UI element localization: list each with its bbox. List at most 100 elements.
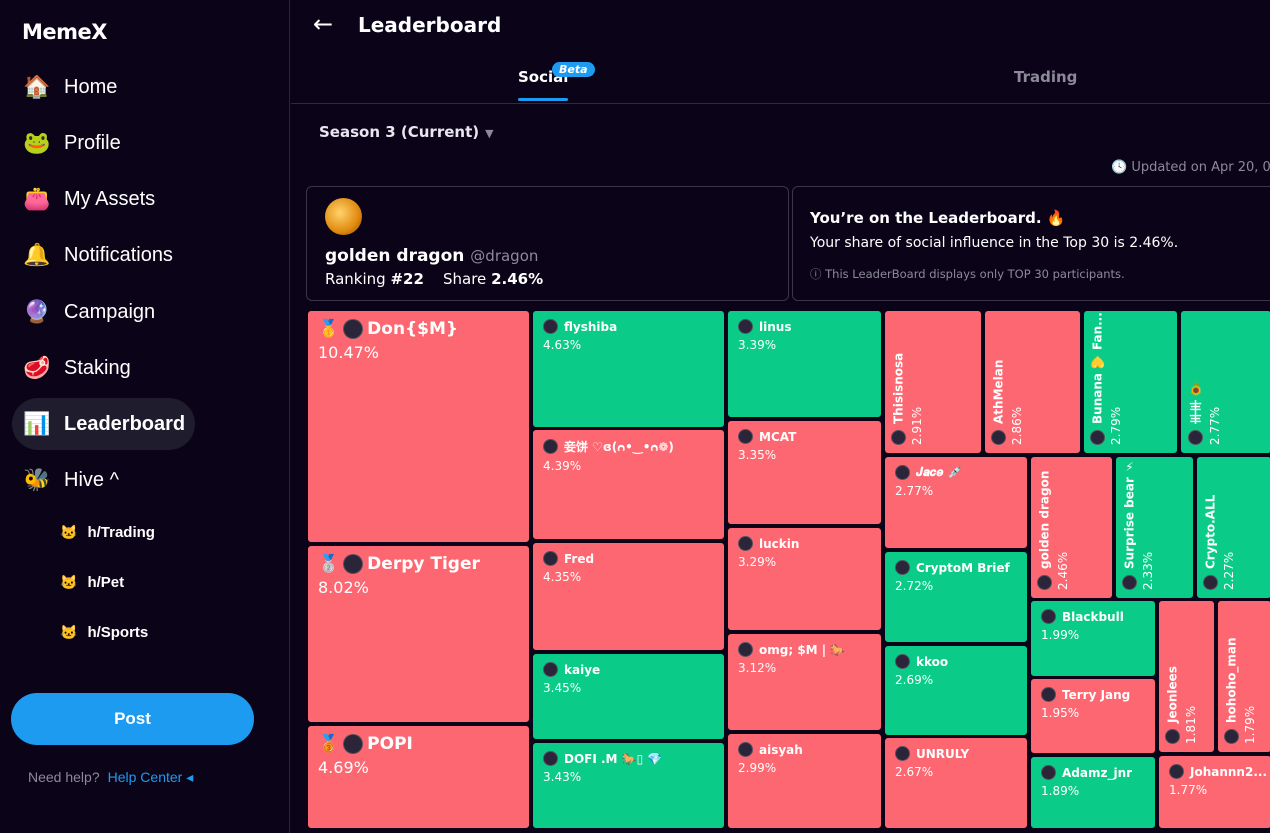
tile-name-text: DOFI .M 🐎▯ 💎 [564, 751, 663, 766]
leaderboard-tile[interactable]: luckin 3.29% [727, 527, 882, 631]
user-name-row: golden dragon @dragon [325, 246, 538, 266]
hive-pet[interactable]: 🐱 h/Pet [60, 574, 124, 591]
leaderboard-tile[interactable]: 丰丰 🌻 2.77% [1180, 310, 1270, 454]
nav-campaign[interactable]: 🔮 Campaign [12, 286, 165, 338]
leaderboard-tile[interactable]: linus 3.39% [727, 310, 882, 418]
rank-row: Ranking #22 Share 2.46% [325, 270, 543, 288]
leaderboard-tile[interactable]: 𝑱𝒂𝒄𝒆 💉 2.77% [884, 456, 1028, 549]
tile-name-text: kkoo [916, 654, 949, 669]
avatar [543, 439, 558, 454]
leaderboard-tile[interactable]: Surprise bear ⚡ 2.33% [1115, 456, 1194, 599]
avatar [1224, 729, 1239, 744]
leaderboard-tile[interactable]: kaiye 3.45% [532, 653, 725, 740]
nav-notifications[interactable]: 🔔 Notifications [12, 229, 183, 281]
leaderboard-tile[interactable]: 🥈 Derpy Tiger 8.02% [307, 545, 530, 723]
tile-share: 2.99% [738, 761, 777, 775]
avatar [738, 429, 753, 444]
tile-name: Fred [543, 551, 714, 566]
hive-label: h/Trading [87, 524, 155, 541]
leaderboard-tile[interactable]: DOFI .M 🐎▯ 💎 3.43% [532, 742, 725, 829]
main-content: ← Leaderboard Social Beta Trading Season… [291, 0, 1270, 833]
tile-name: golden dragon [1037, 465, 1052, 590]
user-rank-card: golden dragon @dragon Ranking #22 Share … [306, 186, 789, 301]
leaderboard-tile[interactable]: CryptoM Brief 2.72% [884, 551, 1028, 643]
leaderboard-tile[interactable]: Johannn2... 1.77% [1158, 755, 1270, 829]
ranking-value: #22 [390, 270, 424, 288]
help-footer: Need help? Help Center ◂ [28, 769, 193, 786]
leaderboard-tile[interactable]: 妾饼 ♡ɞ(ᴒ•‿•ᴒ❁) 4.39% [532, 429, 725, 540]
tile-name: CryptoM Brief [895, 560, 1017, 575]
back-arrow-icon[interactable]: ← [313, 10, 334, 38]
tile-name: 妾饼 ♡ɞ(ᴒ•‿•ᴒ❁) [543, 438, 714, 455]
tile-name-text: Adamz_jnr [1062, 765, 1133, 780]
avatar [343, 554, 364, 574]
tile-name: AthMelan [991, 319, 1006, 445]
tile-share: 3.39% [738, 338, 777, 352]
nav-profile[interactable]: 🐸 Profile [12, 117, 131, 169]
leaderboard-info-card: You’re on the Leaderboard. 🔥 Your share … [792, 186, 1270, 301]
leaderboard-tile[interactable]: kkoo 2.69% [884, 645, 1028, 736]
tile-name-text: Jeonlees [1165, 666, 1180, 723]
tile-name: 🥉 POPI [318, 734, 519, 754]
avatar [1188, 430, 1203, 445]
leaderboard-tile[interactable]: hohoho_man 1.79% [1217, 600, 1270, 753]
tile-name-text: Crypto.ALL [1203, 494, 1218, 569]
avatar [343, 734, 364, 754]
hive-sports[interactable]: 🐱 h/Sports [60, 624, 148, 641]
tile-share: 1.89% [1041, 784, 1080, 798]
leaderboard-tile[interactable]: aisyah 2.99% [727, 733, 882, 829]
leaderboard-tile[interactable]: Fred 4.35% [532, 542, 725, 651]
nav-label: Notifications [64, 243, 173, 266]
help-center-link[interactable]: Help Center ◂ [107, 769, 194, 785]
hive-trading[interactable]: 🐱 h/Trading [60, 524, 155, 541]
medal-icon: 🥇 [318, 319, 340, 339]
leaderboard-tile[interactable]: UNRULY 2.67% [884, 737, 1028, 829]
tile-name-text: 妾饼 ♡ɞ(ᴒ•‿•ᴒ❁) [564, 440, 674, 454]
leaderboard-tile[interactable]: MCAT 3.35% [727, 420, 882, 525]
tile-share: 10.47% [318, 343, 380, 362]
medal-icon: 🥈 [318, 554, 340, 574]
leaderboard-tile[interactable]: 🥉 POPI 4.69% [307, 725, 530, 829]
tile-name: Blackbull [1041, 609, 1145, 624]
tile-share: 2.46% [1056, 551, 1070, 590]
tile-name-text: UNRULY [916, 746, 970, 761]
leaderboard-tile[interactable]: 🥇 Don{$M} 10.47% [307, 310, 530, 543]
leaderboard-tile[interactable]: Adamz_jnr 1.89% [1030, 756, 1156, 829]
leaderboard-tile[interactable]: Jeonlees 1.81% [1158, 600, 1215, 753]
tile-name-text: Fred [564, 551, 595, 566]
leaderboard-tile[interactable]: Blackbull 1.99% [1030, 600, 1156, 677]
nav-leaderboard[interactable]: 📊 Leaderboard [12, 398, 196, 450]
tile-name-text: Surprise bear ⚡ [1122, 458, 1137, 569]
tile-share: 2.27% [1222, 551, 1236, 590]
leaderboard-tile[interactable]: flyshiba 4.63% [532, 310, 725, 428]
tile-name-text: Don{$M} [367, 319, 459, 339]
tile-name: UNRULY [895, 746, 1017, 761]
tile-name-text: Thisisnosa [891, 352, 906, 424]
leaderboard-tile[interactable]: Bunana 💛 Fan... 2.79% [1083, 310, 1178, 454]
tab-trading[interactable]: Trading [1014, 68, 1078, 86]
leaderboard-tile[interactable]: Crypto.ALL 2.27% [1196, 456, 1270, 599]
memex-logo[interactable]: MemeX [22, 20, 107, 44]
tile-share: 8.02% [318, 578, 369, 597]
nav-staking[interactable]: 🥩 Staking [12, 342, 141, 394]
leaderboard-tile[interactable]: omg; $M | 🐎 3.12% [727, 633, 882, 731]
leaderboard-tile[interactable]: AthMelan 2.86% [984, 310, 1081, 454]
nav-home[interactable]: 🏠 Home [12, 61, 127, 113]
leaderboard-tile[interactable]: golden dragon 2.46% [1030, 456, 1113, 599]
avatar [1041, 765, 1056, 780]
nav-hive[interactable]: 🐝 Hive ^ [12, 454, 129, 506]
leaderboard-tile[interactable]: Thisisnosa 2.91% [884, 310, 982, 454]
season-dropdown[interactable]: Season 3 (Current) ▼ [319, 123, 494, 141]
avatar [891, 430, 906, 445]
tile-share: 4.39% [543, 459, 582, 473]
tile-name-text: AthMelan [991, 359, 1006, 424]
tile-name-text: 𝑱𝒂𝒄𝒆 💉 [916, 465, 963, 479]
tile-share: 2.77% [1208, 406, 1222, 445]
tile-name: kkoo [895, 654, 1017, 669]
tile-name-text: kaiye [564, 662, 601, 677]
leaderboard-tile[interactable]: Terry Jang 1.95% [1030, 678, 1156, 754]
tile-name-text: Bunana 💛 Fan... [1090, 312, 1105, 424]
avatar [738, 642, 753, 657]
nav-my-assets[interactable]: 👛 My Assets [12, 173, 165, 225]
post-button[interactable]: Post [11, 693, 254, 745]
